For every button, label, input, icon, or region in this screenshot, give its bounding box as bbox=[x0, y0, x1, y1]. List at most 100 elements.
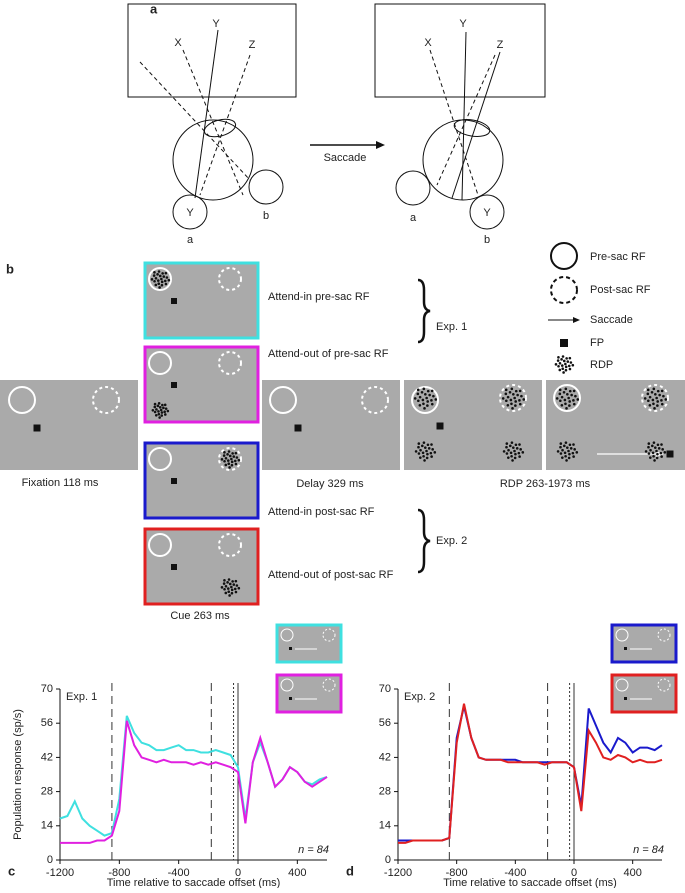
arrow-head bbox=[376, 141, 385, 149]
x-tick-label: -400 bbox=[504, 867, 526, 879]
rdp-dot bbox=[557, 356, 560, 359]
annotation: Exp. 1 bbox=[66, 691, 97, 703]
rdp-dot bbox=[508, 390, 512, 394]
rdp-dot bbox=[510, 441, 514, 444]
rdp-dot bbox=[164, 271, 168, 275]
inset-key bbox=[275, 623, 343, 664]
rdp-dot bbox=[424, 393, 427, 396]
rdp-dot bbox=[230, 460, 234, 464]
rdp-dot bbox=[518, 389, 522, 393]
legend-label: FP bbox=[590, 337, 604, 349]
rdp-dot bbox=[522, 398, 526, 401]
rdp-dot bbox=[158, 406, 162, 409]
fixation-point bbox=[171, 564, 177, 570]
rdp-dot bbox=[418, 404, 422, 407]
rdp-dot bbox=[651, 451, 655, 455]
rdp-dot bbox=[416, 388, 420, 392]
target-label: Y bbox=[483, 207, 491, 219]
rdp-dot bbox=[157, 410, 160, 413]
screen-box bbox=[0, 380, 138, 470]
rdp-dot bbox=[235, 584, 239, 587]
rdp-dot bbox=[558, 388, 562, 392]
rdp-dot bbox=[517, 451, 521, 455]
inset-rf bbox=[280, 628, 294, 642]
rdp-dot bbox=[660, 389, 664, 393]
inset-key bbox=[610, 623, 678, 664]
rdp-dot bbox=[659, 451, 663, 455]
rdp-dot bbox=[413, 397, 417, 400]
rdp-dot bbox=[567, 456, 571, 460]
rdp-dot bbox=[563, 398, 567, 402]
inset-rf bbox=[615, 678, 629, 692]
rdp-dot bbox=[566, 360, 570, 363]
rdp-dot bbox=[568, 443, 572, 447]
screen bbox=[127, 3, 297, 98]
rdp-dot bbox=[559, 445, 562, 449]
rdp-dot bbox=[574, 394, 577, 398]
rdp-dot bbox=[564, 362, 567, 366]
fixation-point bbox=[33, 424, 41, 432]
target-circle bbox=[469, 194, 505, 230]
rdp-dot bbox=[422, 387, 426, 391]
y-tick-label: 42 bbox=[379, 751, 391, 763]
location-label: a bbox=[187, 234, 194, 246]
rdp-dot bbox=[656, 400, 659, 403]
pre-sac-rf bbox=[553, 384, 581, 412]
y-tick-label: 70 bbox=[41, 683, 53, 695]
rdp-dot bbox=[429, 451, 433, 455]
rdp-dot bbox=[518, 399, 521, 402]
sight-lines bbox=[194, 29, 501, 201]
rdp-dot bbox=[417, 442, 421, 445]
rdp-dot bbox=[513, 396, 516, 400]
rdp-dot bbox=[226, 581, 229, 584]
rdp-dot bbox=[234, 451, 238, 455]
pre-sac-rf bbox=[8, 386, 36, 414]
rdp-dot bbox=[232, 455, 236, 458]
rdp-dot bbox=[157, 282, 161, 286]
rdp-dot bbox=[515, 447, 519, 450]
rdp-dot bbox=[223, 587, 226, 591]
rdp-dot bbox=[564, 402, 567, 406]
rdp-dot bbox=[432, 394, 435, 398]
rdp-dot bbox=[504, 388, 508, 392]
rdp-dot bbox=[514, 389, 518, 393]
x-tick-label: 0 bbox=[235, 867, 241, 879]
pre-sac-rf bbox=[269, 386, 297, 414]
series-line bbox=[59, 715, 328, 837]
rdp-dot bbox=[227, 578, 231, 581]
rdp-dot bbox=[647, 399, 650, 403]
y-tick-label: 14 bbox=[379, 820, 391, 832]
rdp-dot bbox=[561, 355, 565, 358]
rdp-dot bbox=[222, 582, 226, 585]
rdp-dot bbox=[227, 450, 231, 453]
screen-box bbox=[143, 441, 260, 520]
fixation-point bbox=[666, 450, 674, 458]
x-tick-label: 400 bbox=[623, 867, 641, 879]
post-sac-rf bbox=[218, 267, 242, 291]
post-sac-rf bbox=[218, 447, 242, 471]
rdp-dot bbox=[562, 371, 565, 374]
rdp-dot bbox=[558, 392, 562, 396]
rdp-dot bbox=[157, 402, 161, 405]
rdp-dot bbox=[505, 442, 509, 445]
rdp-dot bbox=[516, 393, 519, 397]
rdp-dot bbox=[568, 367, 572, 371]
series-line bbox=[60, 720, 328, 844]
legend-symbol bbox=[550, 242, 578, 270]
rdp-dot bbox=[649, 448, 652, 452]
post-sac-rf bbox=[641, 384, 669, 412]
rdp-dot bbox=[571, 363, 575, 367]
rdp-dot bbox=[567, 449, 570, 453]
x-tick-label: -800 bbox=[446, 867, 468, 879]
rdp-dot bbox=[560, 358, 563, 361]
experiment-label: Exp. 2 bbox=[436, 535, 467, 547]
rdp-dot bbox=[160, 283, 164, 287]
rdp-dot bbox=[657, 447, 661, 450]
rdp-dot bbox=[512, 393, 515, 396]
rdp-dot bbox=[163, 403, 167, 407]
rdp-dot bbox=[560, 395, 564, 399]
rdp-dot bbox=[573, 448, 576, 451]
rdp-dot bbox=[505, 399, 508, 403]
rdp-dot bbox=[228, 466, 231, 469]
